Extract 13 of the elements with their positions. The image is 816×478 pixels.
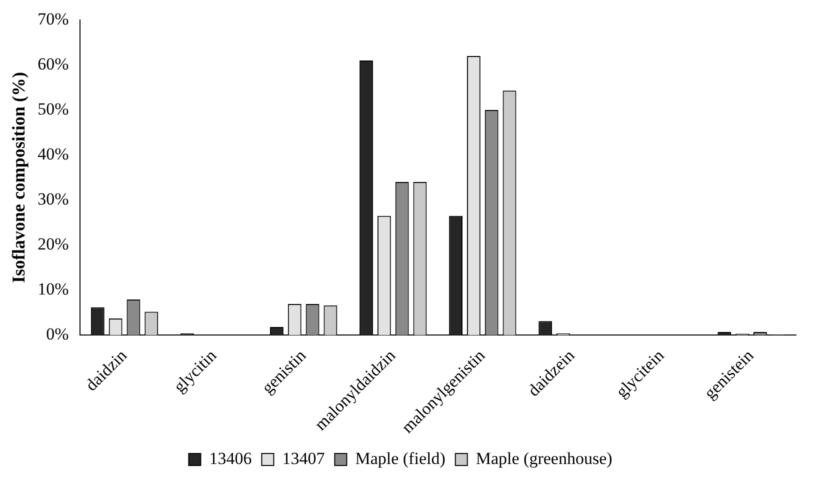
legend-label: Maple (field): [355, 448, 446, 468]
y-axis-title: Isoflavone composition (%): [8, 72, 28, 284]
y-tick-label: 30%: [38, 190, 69, 209]
y-tick-label: 60%: [38, 54, 69, 74]
y-tick-label: 20%: [38, 234, 69, 254]
legend-label: 13406: [209, 448, 252, 468]
legend-label: 13407: [282, 448, 326, 468]
legend-label: Maple (greenhouse): [476, 448, 612, 468]
y-tick-label: 70%: [38, 9, 69, 28]
y-tick-label: 0%: [46, 324, 69, 344]
y-tick-label: 50%: [38, 100, 69, 118]
y-tick-label: 40%: [38, 144, 69, 164]
y-tick-label: 10%: [38, 280, 69, 299]
